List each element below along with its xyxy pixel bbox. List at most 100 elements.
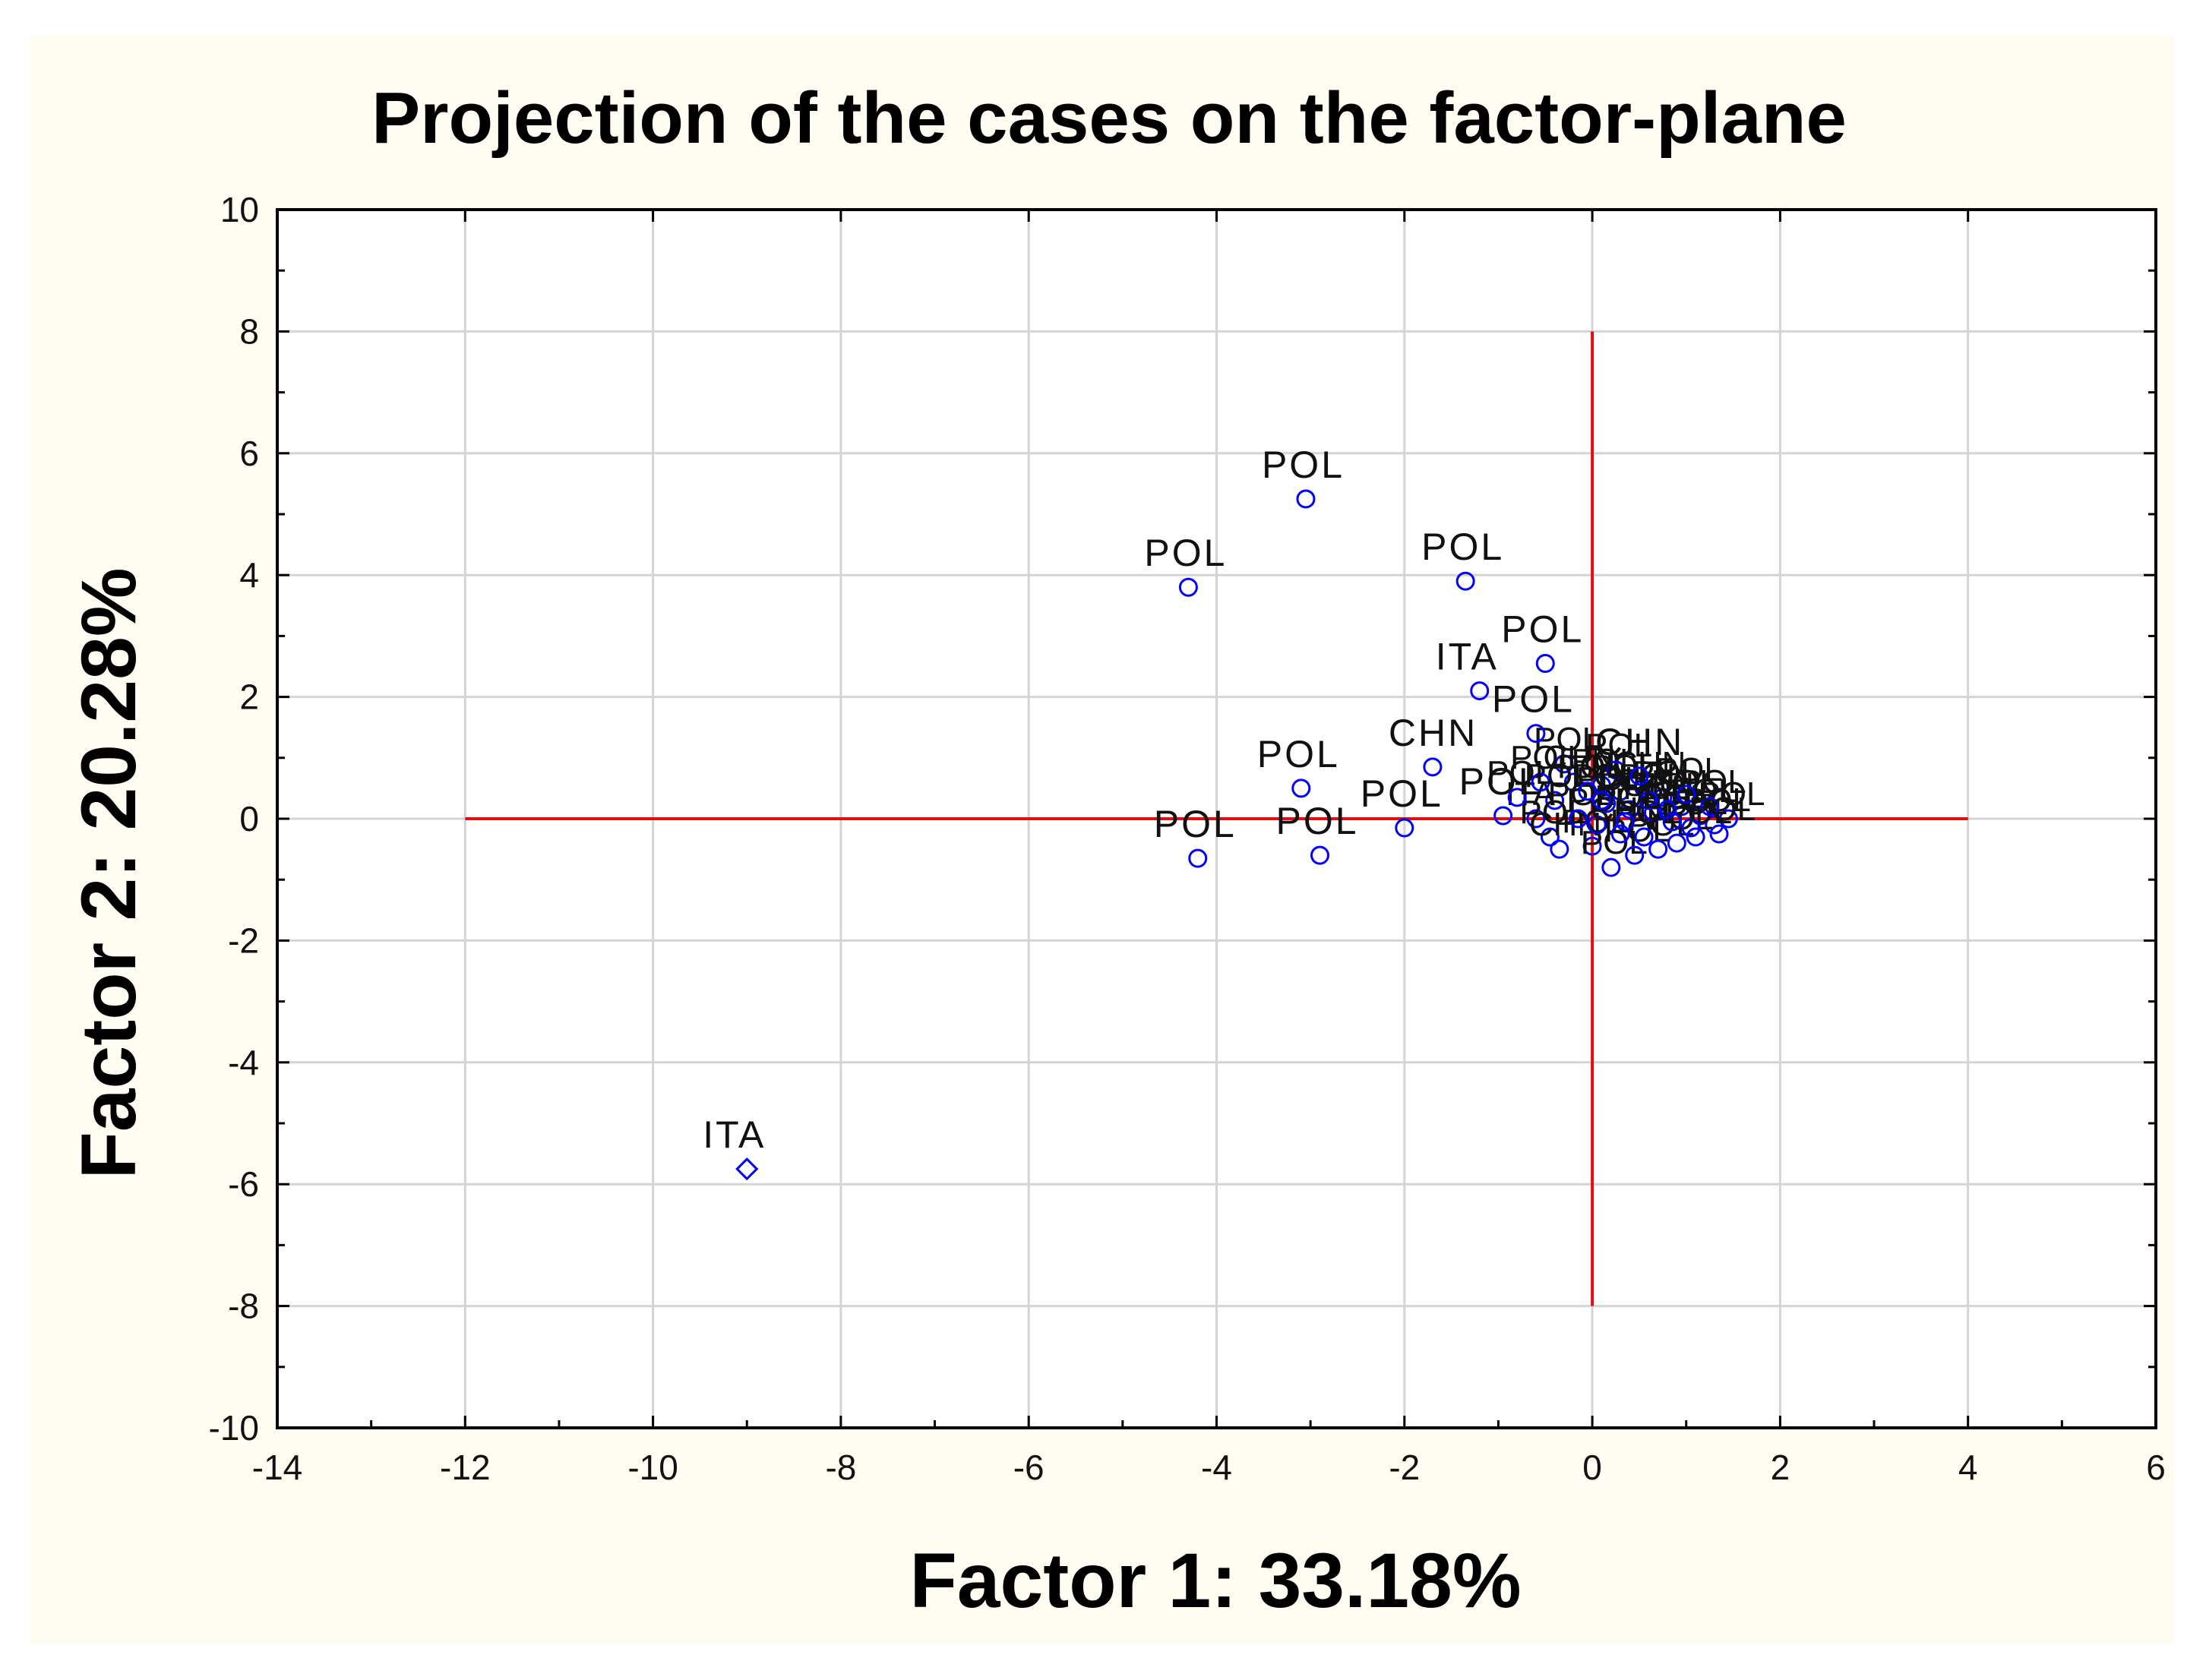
data-point-marker	[735, 1157, 759, 1181]
cluster-point-marker	[1569, 809, 1588, 829]
y-tick-label: 8	[239, 311, 259, 351]
cluster-point-marker	[1591, 791, 1611, 810]
cluster-point-label: POL	[1585, 727, 1652, 764]
data-point-label: POL	[1144, 532, 1227, 574]
cluster-point-label: POL	[1557, 748, 1624, 785]
cluster-point-marker	[1700, 797, 1720, 816]
data-point-label: POL	[1276, 800, 1359, 842]
cluster-point-marker	[1550, 839, 1569, 859]
chart-title: Projection of the cases on the factor-pl…	[371, 77, 1847, 159]
x-tick-label: -2	[1389, 1448, 1420, 1487]
cluster-point-label: POL	[1670, 772, 1737, 810]
x-axis-label: Factor 1: 33.18%	[909, 1537, 1521, 1624]
cluster-point-label: POL	[1651, 763, 1718, 801]
cluster-point-label: CHN	[1613, 745, 1686, 782]
cluster-point-marker	[1686, 827, 1705, 847]
cluster-point-marker	[1531, 772, 1550, 792]
cluster-point-marker	[1540, 827, 1560, 847]
cluster-point-marker	[1648, 839, 1668, 859]
cluster-point-marker	[1634, 778, 1654, 798]
data-point-label: POL	[1459, 760, 1542, 803]
cluster-point-label: POL	[1684, 782, 1751, 819]
cluster-point-marker	[1639, 791, 1658, 810]
data-point-label: POL	[1361, 772, 1443, 815]
point-cluster: POLCHNPOLPOLCHNPOLPOLPOLPOLPOLPOLITAPOLC…	[1487, 721, 1765, 877]
data-point-marker	[1395, 818, 1414, 838]
cluster-point-marker	[1578, 782, 1598, 801]
data-point-marker	[1296, 489, 1316, 509]
x-tick-label: 6	[2146, 1448, 2166, 1487]
cluster-point-marker	[1643, 803, 1663, 823]
cluster-point-marker	[1582, 836, 1602, 856]
cluster-point-label: ITA	[1506, 775, 1556, 813]
x-tick-label: -4	[1201, 1448, 1232, 1487]
cluster-point-marker	[1545, 791, 1565, 810]
data-point-marker	[1493, 806, 1513, 826]
cluster-point-marker	[1597, 794, 1617, 813]
data-point-label: POL	[1492, 678, 1575, 721]
cluster-point-label: POL	[1571, 742, 1638, 779]
data-point-marker	[1178, 577, 1198, 597]
x-tick-label: -10	[627, 1448, 678, 1487]
y-tick-label: 10	[220, 190, 259, 229]
cluster-point-label: POL	[1566, 782, 1633, 819]
x-tick-label: -12	[440, 1448, 490, 1487]
cluster-point-label: POL	[1571, 757, 1638, 794]
cluster-point-marker	[1718, 809, 1738, 829]
cluster-point-label: POL	[1534, 721, 1601, 758]
cluster-point-label: POL	[1689, 791, 1756, 828]
cluster-point-marker	[1587, 815, 1607, 835]
cluster-point-marker	[1677, 785, 1696, 804]
cluster-point-label: POL	[1637, 766, 1704, 804]
cluster-point-marker	[1709, 824, 1729, 844]
x-tick-label: -8	[825, 1448, 856, 1487]
data-point-label: POL	[1421, 526, 1504, 568]
y-tick-label: 4	[239, 555, 259, 595]
data-point-label: CHN	[1595, 721, 1684, 763]
data-point-marker	[1291, 778, 1311, 798]
cluster-point-marker	[1662, 812, 1682, 832]
y-tick-label: 2	[239, 677, 259, 717]
cluster-point-marker	[1526, 809, 1546, 829]
y-tick-label: -2	[228, 921, 259, 960]
cluster-point-marker	[1672, 797, 1692, 816]
data-point-marker	[1423, 757, 1443, 777]
cluster-point-label: POL	[1618, 757, 1685, 794]
y-tick-label: 6	[239, 434, 259, 473]
x-tick-label: -14	[252, 1448, 302, 1487]
data-point-marker	[1455, 571, 1475, 591]
cluster-point-marker	[1625, 845, 1645, 865]
cluster-point-label: POL	[1510, 739, 1577, 776]
cluster-point-marker	[1610, 782, 1630, 801]
data-point-marker	[1629, 766, 1649, 786]
y-axis-label: Factor 2: 20.28%	[65, 567, 152, 1179]
cluster-point-marker	[1620, 800, 1640, 819]
data-point-label: POL	[1257, 733, 1340, 775]
data-point-label: CHN	[1389, 712, 1478, 754]
x-tick-label: 2	[1771, 1448, 1790, 1487]
cluster-point-label: POL	[1548, 775, 1615, 813]
cluster-point-label: POL	[1698, 775, 1765, 813]
cluster-point-marker	[1554, 754, 1574, 774]
x-tick-label: 4	[1958, 1448, 1978, 1487]
data-point-label: POL	[1262, 444, 1345, 486]
cluster-point-marker	[1634, 827, 1654, 847]
data-point-marker	[1535, 653, 1555, 673]
cluster-point-marker	[1507, 788, 1527, 807]
x-tick-label: 0	[1582, 1448, 1602, 1487]
y-tick-label: 0	[239, 799, 259, 838]
cluster-point-label: POL	[1594, 778, 1661, 816]
cluster-point-marker	[1563, 772, 1583, 792]
cluster-point-label: POL	[1519, 794, 1586, 831]
cluster-point-label: POL	[1680, 763, 1746, 801]
cluster-point-marker	[1606, 760, 1626, 780]
data-point-marker	[1310, 845, 1330, 865]
y-tick-label: -6	[228, 1164, 259, 1204]
cluster-point-marker	[1601, 857, 1621, 877]
data-point-label: ITA	[703, 1113, 766, 1156]
data-point-marker	[1470, 681, 1490, 701]
cluster-point-marker	[1667, 833, 1686, 853]
cluster-point-label: CHN	[1543, 739, 1615, 776]
